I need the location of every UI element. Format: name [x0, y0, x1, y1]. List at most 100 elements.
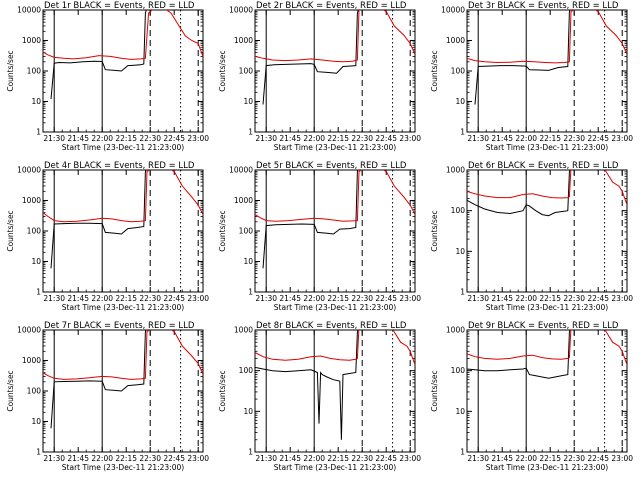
y-tick-label: 10000: [229, 166, 253, 175]
y-tick-label: 10: [243, 407, 253, 416]
lld-series-line: [467, 170, 627, 205]
x-tick-label: 22:00: [91, 454, 113, 463]
y-tick-label: 1000: [234, 196, 253, 205]
x-tick-label: 23:00: [187, 134, 209, 143]
chart-panel-8: Det 8r BLACK = Events, RED = LLD 1 10 100 10…: [218, 321, 421, 472]
x-tick-label: 22:30: [351, 294, 373, 303]
y-tick-label: 10: [31, 97, 41, 106]
chart-panel-2: Det 2r BLACK = Events, RED = LLD 1 10 100 10…: [218, 1, 421, 152]
x-axis-label: Start Time (23-Dec-11 21:23:00): [486, 463, 608, 472]
x-tick-label: 21:45: [491, 134, 513, 143]
y-axis-label: Counts/sec: [430, 370, 439, 411]
chart-title: Det 4r BLACK = Events, RED = LLD: [44, 161, 195, 171]
x-tick-label: 22:00: [91, 294, 113, 303]
chart-panel-5: Det 5r BLACK = Events, RED = LLD 1 10 100 10…: [218, 161, 421, 312]
chart-title: Det 3r BLACK = Events, RED = LLD: [468, 1, 619, 11]
lld-series-line: [255, 10, 415, 63]
x-tick-label: 21:45: [67, 294, 89, 303]
x-axis-label: Start Time (23-Dec-11 21:23:00): [486, 303, 608, 312]
y-tick-label: 100: [239, 366, 254, 375]
y-tick-label: 1: [36, 128, 41, 137]
y-tick-label: 10: [31, 257, 41, 266]
x-tick-label: 23:00: [187, 454, 209, 463]
events-series-line: [262, 170, 359, 269]
plot-frame: [254, 329, 416, 453]
y-tick-label: 10: [243, 257, 253, 266]
x-tick-label: 22:15: [327, 454, 349, 463]
x-tick-label: 22:15: [539, 294, 561, 303]
x-axis-label: Start Time (23-Dec-11 21:23:00): [62, 463, 184, 472]
x-tick-label: 22:45: [587, 134, 609, 143]
lld-series-line: [255, 170, 415, 222]
y-axis-label: Counts/sec: [218, 210, 227, 251]
y-tick-label: 1000: [22, 196, 41, 205]
y-tick-label: 100: [239, 67, 254, 76]
y-tick-label: 100: [27, 387, 42, 396]
plot-frame: [42, 169, 204, 293]
x-tick-label: 22:30: [563, 294, 585, 303]
events-series-line: [50, 170, 147, 269]
x-tick-label: 22:30: [139, 454, 161, 463]
lld-series-line: [43, 170, 203, 223]
y-tick-label: 100: [451, 206, 466, 215]
x-axis-label: Start Time (23-Dec-11 21:23:00): [274, 143, 396, 152]
chart-title: Det 9r BLACK = Events, RED = LLD: [468, 321, 619, 331]
lld-series-line: [43, 10, 203, 60]
x-tick-label: 22:15: [115, 454, 137, 463]
plot-frame: [254, 9, 416, 133]
y-tick-label: 10: [243, 97, 253, 106]
y-axis-label: Counts/sec: [218, 370, 227, 411]
x-tick-label: 22:00: [303, 454, 325, 463]
y-tick-label: 100: [27, 67, 42, 76]
plot-frame: [466, 329, 628, 453]
x-tick-label: 22:15: [539, 454, 561, 463]
x-tick-label: 21:30: [467, 294, 489, 303]
x-tick-label: 22:15: [327, 134, 349, 143]
y-tick-label: 10000: [17, 6, 41, 15]
x-tick-label: 21:45: [279, 134, 301, 143]
chart-panel-9: Det 9r BLACK = Events, RED = LLD 1 10 100 10…: [430, 321, 633, 472]
x-tick-label: 23:00: [611, 134, 633, 143]
y-tick-label: 10000: [441, 6, 465, 15]
lld-series-line: [255, 330, 415, 365]
chart-title: Det 6r BLACK = Events, RED = LLD: [468, 161, 619, 171]
y-tick-label: 1000: [446, 326, 465, 335]
plot-frame: [42, 9, 204, 133]
lld-series-line: [467, 330, 627, 365]
y-tick-label: 100: [27, 227, 42, 236]
x-tick-label: 22:45: [587, 294, 609, 303]
x-tick-label: 21:45: [279, 294, 301, 303]
plot-frame: [466, 169, 628, 293]
y-tick-label: 10000: [17, 326, 41, 335]
x-tick-label: 23:00: [399, 454, 421, 463]
x-tick-label: 22:15: [115, 294, 137, 303]
y-tick-label: 1: [460, 448, 465, 457]
events-series-line: [262, 10, 359, 105]
x-tick-label: 22:15: [327, 294, 349, 303]
x-tick-label: 23:00: [611, 294, 633, 303]
y-axis-label: Counts/sec: [218, 50, 227, 91]
x-tick-label: 22:15: [539, 134, 561, 143]
y-tick-label: 1: [460, 128, 465, 137]
x-tick-label: 21:45: [491, 294, 513, 303]
x-tick-label: 21:30: [467, 454, 489, 463]
y-axis-label: Counts/sec: [6, 50, 15, 91]
y-tick-label: 1000: [22, 36, 41, 45]
chart-title: Det 2r BLACK = Events, RED = LLD: [256, 1, 407, 11]
x-axis-label: Start Time (23-Dec-11 21:23:00): [274, 303, 396, 312]
x-axis-label: Start Time (23-Dec-11 21:23:00): [486, 143, 608, 152]
x-tick-label: 21:30: [255, 134, 277, 143]
events-series-line: [50, 330, 147, 429]
y-tick-label: 1000: [446, 166, 465, 175]
x-tick-label: 22:00: [91, 134, 113, 143]
chart-panel-3: Det 3r BLACK = Events, RED = LLD 1 10 100 10…: [430, 1, 633, 152]
plot-frame: [254, 169, 416, 293]
y-tick-label: 10: [455, 97, 465, 106]
x-tick-label: 22:45: [163, 134, 185, 143]
y-tick-label: 10: [455, 247, 465, 256]
x-tick-label: 22:15: [115, 134, 137, 143]
x-tick-label: 22:00: [303, 134, 325, 143]
y-axis-label: Counts/sec: [430, 50, 439, 91]
events-series-line: [50, 10, 147, 100]
